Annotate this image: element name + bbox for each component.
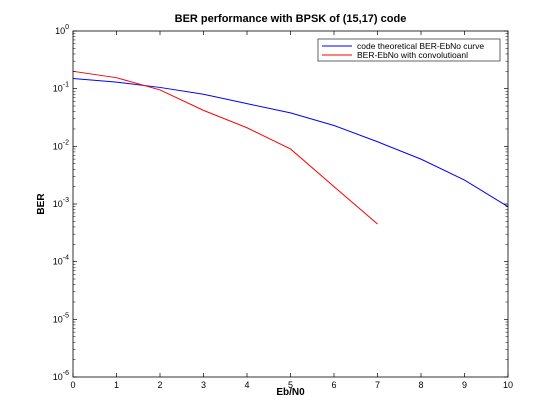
- series-layer: [72, 70, 509, 225]
- y-tick-label: 10-4: [53, 255, 69, 267]
- y-tick-label: 10-6: [53, 370, 69, 382]
- legend-label-theoretical: code theoretical BER-EbNo curve: [357, 41, 484, 51]
- chart-title: BER performance with BPSK of (15,17) cod…: [175, 13, 407, 25]
- x-tick-label: 3: [201, 380, 206, 390]
- x-tick-label: 7: [375, 380, 380, 390]
- axes-box: [72, 30, 509, 378]
- y-tick-label: 10-3: [53, 197, 69, 209]
- y-tick-label: 10-1: [53, 82, 69, 94]
- y-tick-label: 10-2: [53, 139, 69, 151]
- x-tick-label: 10: [503, 380, 513, 390]
- x-tick-label: 2: [157, 380, 162, 390]
- x-tick-label: 1: [114, 380, 119, 390]
- x-tick-label: 6: [331, 380, 336, 390]
- y-axis-label: BER: [36, 193, 47, 215]
- tick-layer: 0 1 2 3 4 5 6 7 8 9 10 10-6 10-5 10-4 10-3 10-2 10-1 100: [53, 24, 513, 390]
- legend-box: [317, 38, 501, 62]
- x-tick-label: 9: [462, 380, 467, 390]
- x-axis-label: Eb/N0: [276, 387, 305, 398]
- legend: code theoretical BER-EbNo curve BER-EbNo…: [317, 38, 501, 62]
- x-tick-label: 4: [244, 380, 249, 390]
- y-tick-label: 100: [55, 24, 69, 36]
- x-tick-label: 0: [70, 380, 75, 390]
- y-tick-label: 10-5: [53, 312, 69, 324]
- legend-label-convolutional: BER-EbNo with convolutioanl: [357, 50, 468, 60]
- x-tick-label: 8: [418, 380, 423, 390]
- x-tick-label: 5: [288, 380, 293, 390]
- series-line-1: [72, 70, 378, 225]
- plot-area: [73, 31, 508, 377]
